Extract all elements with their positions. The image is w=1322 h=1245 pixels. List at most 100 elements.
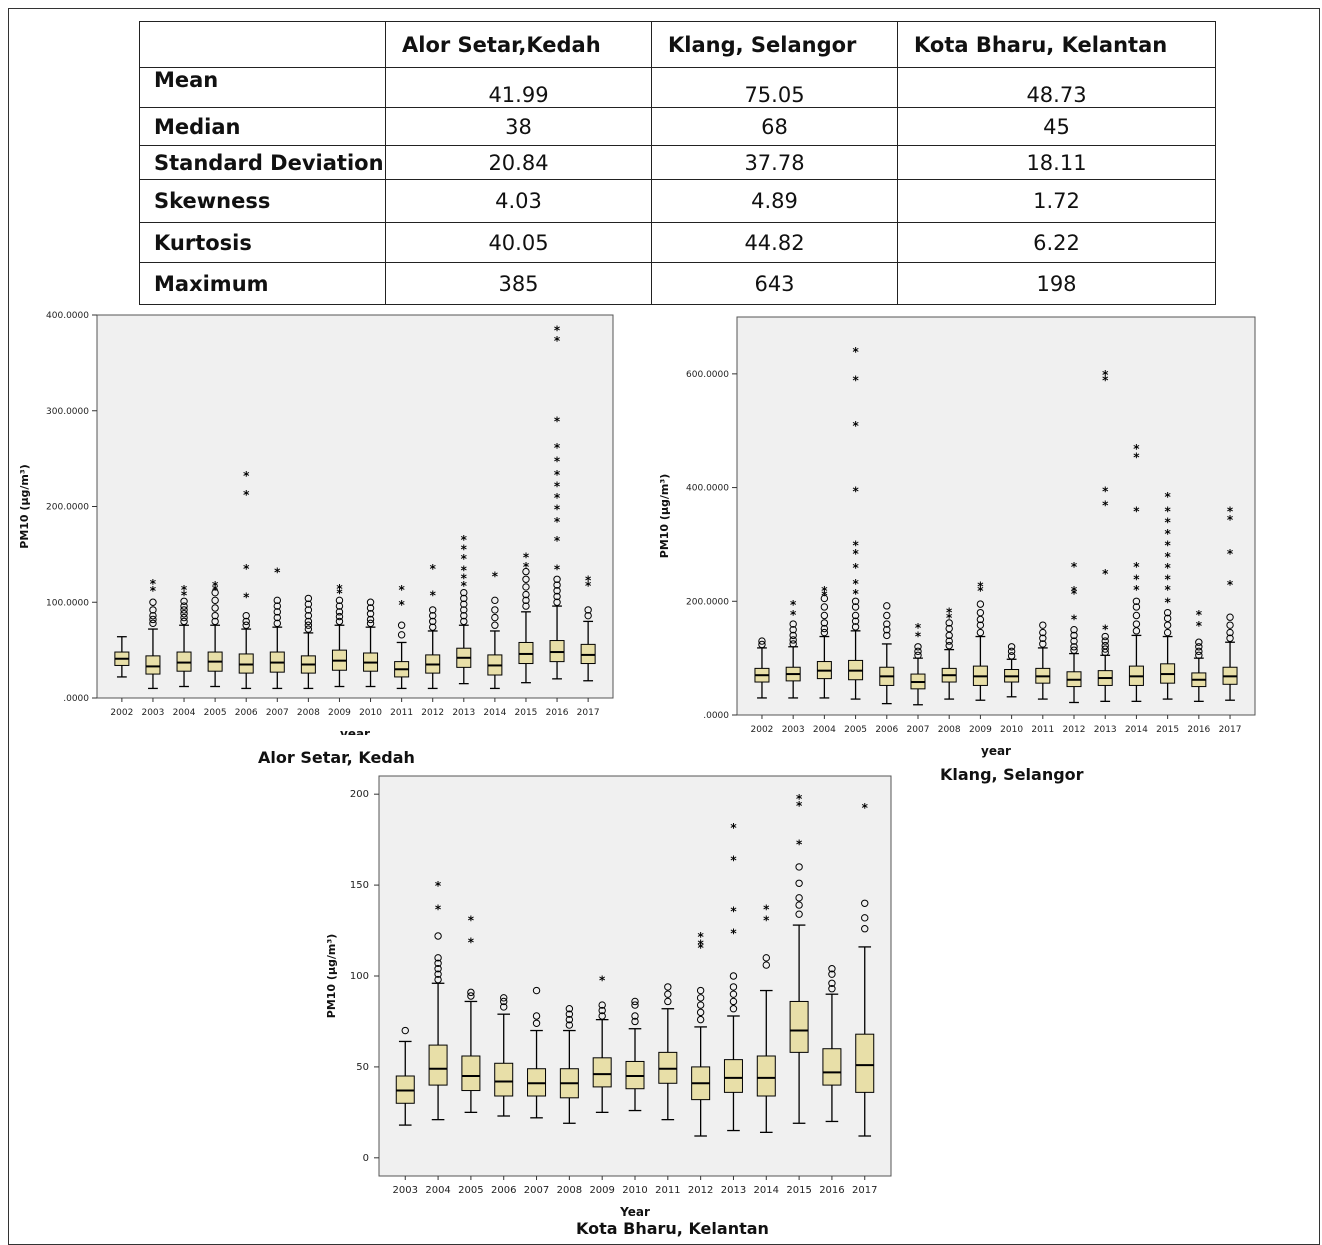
iqr-box <box>145 655 161 675</box>
box-2005: ** <box>207 579 223 688</box>
outlier-point <box>598 1006 606 1015</box>
y-axis-label: PM10 (μg/m³) <box>325 934 338 1018</box>
outlier-point <box>729 1005 738 1013</box>
row-label: Maximum <box>139 262 386 305</box>
outlier-point <box>500 994 508 1002</box>
extreme-outlier-point: * <box>1164 550 1171 564</box>
box-2002 <box>754 637 770 699</box>
extreme-outlier-point: * <box>852 538 859 552</box>
iqr-box <box>756 1055 776 1097</box>
x-tick-label: 2007 <box>524 1185 549 1196</box>
outlier-point <box>820 603 829 611</box>
outlier-point <box>828 965 836 973</box>
x-axis-label: year <box>340 727 370 735</box>
y-tick-label: 200.0000 <box>686 597 729 607</box>
outlier-point <box>532 1012 541 1020</box>
outlier-point <box>851 611 860 620</box>
extreme-outlier-point: * <box>461 543 468 557</box>
table-header-cell: Kota Bharu, Kelantan <box>897 21 1216 68</box>
outlier-point <box>883 602 891 610</box>
y-tick-label: 50 <box>356 1062 369 1073</box>
table-cell: 75.05 <box>651 67 898 108</box>
outlier-point <box>789 626 797 634</box>
x-tick-label: 2015 <box>786 1185 811 1196</box>
extreme-outlier-point: * <box>790 598 797 612</box>
outlier-point <box>1195 647 1203 656</box>
box-2009: ** <box>331 582 347 688</box>
outlier-point <box>522 575 530 583</box>
outlier-point <box>335 612 344 621</box>
iqr-box <box>855 1033 875 1093</box>
y-tick-label: 600.0000 <box>686 370 729 380</box>
box-2003: ** <box>785 598 801 699</box>
outlier-point <box>1070 643 1078 651</box>
outlier-point <box>180 613 188 622</box>
outlier-point <box>945 624 953 633</box>
outlier-point <box>211 617 219 626</box>
outlier-point <box>304 594 313 603</box>
outlier-point <box>1039 621 1047 629</box>
outlier-point <box>883 631 891 640</box>
table-cell: 40.05 <box>385 222 652 263</box>
box-2014: * <box>487 569 503 690</box>
outlier-point <box>1226 621 1234 629</box>
extreme-outlier-point: * <box>435 879 442 893</box>
caption-kota-bharu: Kota Bharu, Kelantan <box>576 1219 769 1238</box>
outlier-point <box>1226 628 1234 637</box>
extreme-outlier-point: * <box>796 799 803 813</box>
x-tick-label: 2015 <box>1156 725 1179 735</box>
outlier-point <box>1163 608 1172 617</box>
x-tick-label: 2003 <box>393 1185 418 1196</box>
x-tick-label: 2009 <box>969 725 992 735</box>
outlier-point <box>1226 613 1234 621</box>
box-2007 <box>527 986 547 1119</box>
outlier-point <box>304 611 313 620</box>
outlier-point <box>434 954 442 962</box>
outlier-point <box>532 1019 541 1027</box>
box-2013: ****** <box>456 533 472 685</box>
table-row: Skewness 4.03 4.89 1.72 <box>139 179 1216 223</box>
outlier-point <box>211 604 219 612</box>
outlier-point <box>460 600 468 608</box>
table-cell: 20.84 <box>385 145 652 180</box>
extreme-outlier-point: * <box>554 563 561 577</box>
outlier-point <box>366 598 375 606</box>
y-axis-label: PM10 (μg/m³) <box>18 464 31 548</box>
table-cell: 37.78 <box>651 145 898 180</box>
box-2007: ** <box>910 621 926 706</box>
x-tick-label: 2010 <box>622 1185 647 1196</box>
table-cell: 41.99 <box>385 67 652 108</box>
outlier-point <box>1101 637 1109 645</box>
extreme-outlier-point: * <box>698 937 705 951</box>
outlier-point <box>273 613 281 622</box>
box-2013: * * * * <box>723 821 743 1132</box>
box-2003: ** <box>145 577 161 690</box>
outlier-point <box>696 986 705 995</box>
x-tick-label: 2017 <box>577 708 600 718</box>
outlier-point <box>401 1026 409 1035</box>
outlier-point <box>820 619 829 627</box>
x-tick-label: 2003 <box>141 708 164 718</box>
x-tick-label: 2008 <box>297 708 320 718</box>
outlier-point <box>397 621 406 629</box>
box-2017: ** <box>580 573 596 682</box>
outlier-point <box>565 1005 574 1013</box>
table-cell: 38 <box>385 107 652 146</box>
x-tick-label: 2006 <box>875 725 898 735</box>
y-tick-label: .0000 <box>63 694 89 704</box>
outlier-point <box>429 611 437 620</box>
outlier-point <box>828 979 836 987</box>
extreme-outlier-point: * <box>730 821 737 835</box>
outlier-point <box>976 628 985 637</box>
box-2006: * * * * <box>238 469 254 690</box>
outlier-point <box>851 597 860 605</box>
outlier-point <box>1101 641 1109 650</box>
outlier-point <box>1132 597 1141 605</box>
box-2012: *** <box>691 930 711 1137</box>
extreme-outlier-point: * <box>1227 513 1234 527</box>
outlier-point <box>335 617 344 626</box>
plot-area <box>378 775 892 1177</box>
outlier-point <box>1132 603 1141 611</box>
extreme-outlier-point: * <box>468 935 475 949</box>
x-tick-label: 2012 <box>688 1185 713 1196</box>
